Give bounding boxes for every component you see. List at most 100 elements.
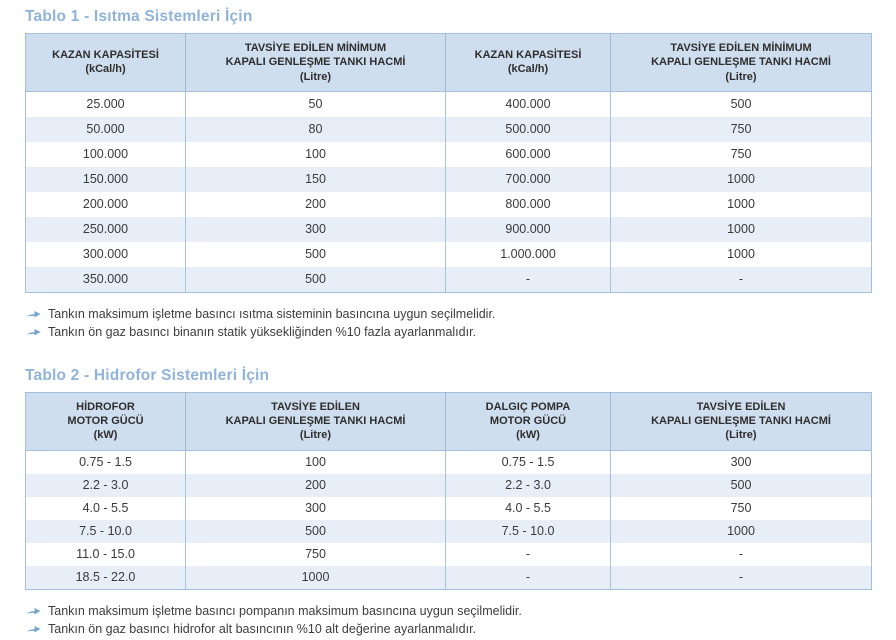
table-cell: 500 xyxy=(185,519,446,543)
table-cell: 700.000 xyxy=(445,166,611,192)
table-row: 11.0 - 15.0 750- - xyxy=(26,542,872,566)
table-cell: 200 xyxy=(185,191,446,217)
table-cell: 500 xyxy=(185,266,446,293)
table-cell: 1000 xyxy=(185,565,446,590)
table-cell: - xyxy=(610,266,872,293)
table-row: 2.2 - 3.0 200 2.2 - 3.0 500 xyxy=(25,473,872,497)
table-cell: 2.2 - 3.0 xyxy=(25,473,186,497)
table-cell: 1.000.000 xyxy=(445,241,611,267)
table-cell: 50 xyxy=(185,91,446,117)
note-item: Tankın maksimum işletme basıncı ısıtma s… xyxy=(27,305,871,323)
table2-header-tank-hacmi-2: TAVSİYE EDİLEN KAPALI GENLEŞME TANKI HAC… xyxy=(610,392,872,451)
table-cell: 500.000 xyxy=(445,116,611,142)
table-cell: 1000 xyxy=(610,519,872,543)
table-row: 100.000 100 600.000 750 xyxy=(26,141,872,167)
table-cell: 300 xyxy=(185,496,446,520)
arrow-bullet-icon xyxy=(27,327,41,337)
table2-header-dalgic-pompa-motor-gucu: DALGIÇ POMPA MOTOR GÜCÜ (kW) xyxy=(445,392,611,451)
table-cell: 100 xyxy=(185,450,446,474)
table-cell: 18.5 - 22.0 xyxy=(25,565,186,590)
table-cell: 350.000 xyxy=(25,266,186,293)
table-cell: 1000 xyxy=(610,216,872,242)
table-cell: 500 xyxy=(610,91,872,117)
table1-header-tank-hacmi-1: TAVSİYE EDİLEN MİNİMUM KAPALI GENLEŞME T… xyxy=(185,33,446,92)
table-row: 250.000 300 900.000 1000 xyxy=(25,216,872,242)
table-cell: 600.000 xyxy=(445,141,611,167)
table-cell: 100.000 xyxy=(82,147,129,162)
table-cell: 4.0 - 5.5 xyxy=(445,496,611,520)
table1-header-kazan-kapasitesi-1: KAZAN KAPASİTESİ (kCal/h) xyxy=(25,33,186,92)
table-cell: 500 xyxy=(185,241,446,267)
note-text: Tankın maksimum işletme basıncı pompanın… xyxy=(48,603,522,618)
table-cell: - xyxy=(445,565,611,590)
note-text: Tankın ön gaz basıncı binanın statik yük… xyxy=(48,324,477,339)
table-cell: 750 xyxy=(610,116,872,142)
table1-header-row: KAZAN KAPASİTESİ (kCal/h) TAVSİYE EDİLEN… xyxy=(25,33,872,92)
table-row: 0.75 - 1.5 100 0.75 - 1.5 300 xyxy=(26,450,872,474)
note-item: Tankın ön gaz basıncı hidrofor alt basın… xyxy=(27,620,871,638)
table-cell: - xyxy=(610,542,872,566)
table-cell: - xyxy=(610,565,872,590)
table-row: 7.5 - 10.0 500 7.5 - 10.0 1000 xyxy=(25,519,872,543)
table-cell: 11.0 - 15.0 xyxy=(76,547,135,562)
table2-section: Tablo 2 - Hidrofor Sistemleri İçin HİDRO… xyxy=(25,366,872,638)
table-cell: 900.000 xyxy=(445,216,611,242)
table2-title: Tablo 2 - Hidrofor Sistemleri İçin xyxy=(25,366,270,384)
table-cell: 800.000 xyxy=(445,191,611,217)
table-row: 300.000 500 1.000.000 1000 xyxy=(26,241,872,267)
arrow-bullet-icon xyxy=(27,606,41,616)
note-text: Tankın ön gaz basıncı hidrofor alt basın… xyxy=(48,621,477,636)
table2-header-row: HİDROFOR MOTOR GÜCÜ (kW) TAVSİYE EDİLEN … xyxy=(25,392,872,451)
table-row: 200.000 200 800.000 1000 xyxy=(26,191,872,217)
table-cell: 7.5 - 10.0 xyxy=(445,519,611,543)
table-row: 18.5 - 22.0 1000- - xyxy=(25,565,872,590)
arrow-bullet-icon xyxy=(27,624,41,634)
table1-header-kazan-kapasitesi-2: KAZAN KAPASİTESİ (kCal/h) xyxy=(445,33,611,92)
table-row: 150.000 150 700.000 1000 xyxy=(25,166,872,192)
table-cell: 0.75 - 1.5 xyxy=(445,450,611,474)
table-cell: 2.2 - 3.0 xyxy=(445,473,611,497)
table-cell: 100 xyxy=(185,141,446,167)
table1-header-tank-hacmi-2: TAVSİYE EDİLEN MİNİMUM KAPALI GENLEŞME T… xyxy=(610,33,872,92)
table-cell: 1000 xyxy=(610,166,872,192)
table-cell: 25.000 xyxy=(86,97,125,112)
table-cell: 150 xyxy=(185,166,446,192)
arrow-bullet-icon xyxy=(27,309,41,319)
table-cell: 300.000 xyxy=(82,247,129,262)
table-cell: 750 xyxy=(610,141,872,167)
table2-header-hidrofor-motor-gucu: HİDROFOR MOTOR GÜCÜ (kW) xyxy=(25,392,186,451)
table-cell: 80 xyxy=(185,116,446,142)
table1-section: Tablo 1 - Isıtma Sistemleri İçin KAZAN K… xyxy=(25,8,872,341)
note-text: Tankın maksimum işletme basıncı ısıtma s… xyxy=(48,306,496,321)
table1-body: 25.000 50 400.000 500 50.000 80 500.000 750 100.… xyxy=(25,91,872,293)
table2-notes: Tankın maksimum işletme basıncı pompanın… xyxy=(27,602,871,638)
table-row: 50.000 80 500.000 750 xyxy=(25,116,872,142)
table1-heating-systems: KAZAN KAPASİTESİ (kCal/h) TAVSİYE EDİLEN… xyxy=(25,33,872,293)
table-cell: 500 xyxy=(610,473,872,497)
table-cell: 0.75 - 1.5 xyxy=(79,455,132,470)
table-cell: 200 xyxy=(185,473,446,497)
table-cell: - xyxy=(445,542,611,566)
table-row: 4.0 - 5.5 300 4.0 - 5.5 750 xyxy=(26,496,872,520)
table2-body: 0.75 - 1.5 100 0.75 - 1.5 300 2.2 - 3.0 200 2.… xyxy=(25,450,872,590)
table-cell: 4.0 - 5.5 xyxy=(82,501,129,516)
table-row: 25.000 50 400.000 500 xyxy=(26,91,872,117)
table-cell: 300 xyxy=(610,450,872,474)
table-cell: 50.000 xyxy=(25,116,186,142)
table-cell: 1000 xyxy=(610,241,872,267)
table1-notes: Tankın maksimum işletme basıncı ısıtma s… xyxy=(27,305,871,341)
table-cell: 750 xyxy=(185,542,446,566)
table-cell: 7.5 - 10.0 xyxy=(25,519,186,543)
table-cell: 300 xyxy=(185,216,446,242)
table-cell: 200.000 xyxy=(82,197,129,212)
table1-title: Tablo 1 - Isıtma Sistemleri İçin xyxy=(25,8,253,25)
table-cell: 400.000 xyxy=(445,91,611,117)
table2-booster-systems: HİDROFOR MOTOR GÜCÜ (kW) TAVSİYE EDİLEN … xyxy=(25,391,872,590)
table-cell: 1000 xyxy=(610,191,872,217)
table-cell: - xyxy=(445,266,611,293)
note-item: Tankın ön gaz basıncı binanın statik yük… xyxy=(27,323,871,341)
table-cell: 150.000 xyxy=(25,166,186,192)
table2-header-tank-hacmi-1: TAVSİYE EDİLEN KAPALI GENLEŞME TANKI HAC… xyxy=(185,392,446,451)
note-item: Tankın maksimum işletme basıncı pompanın… xyxy=(27,602,871,620)
